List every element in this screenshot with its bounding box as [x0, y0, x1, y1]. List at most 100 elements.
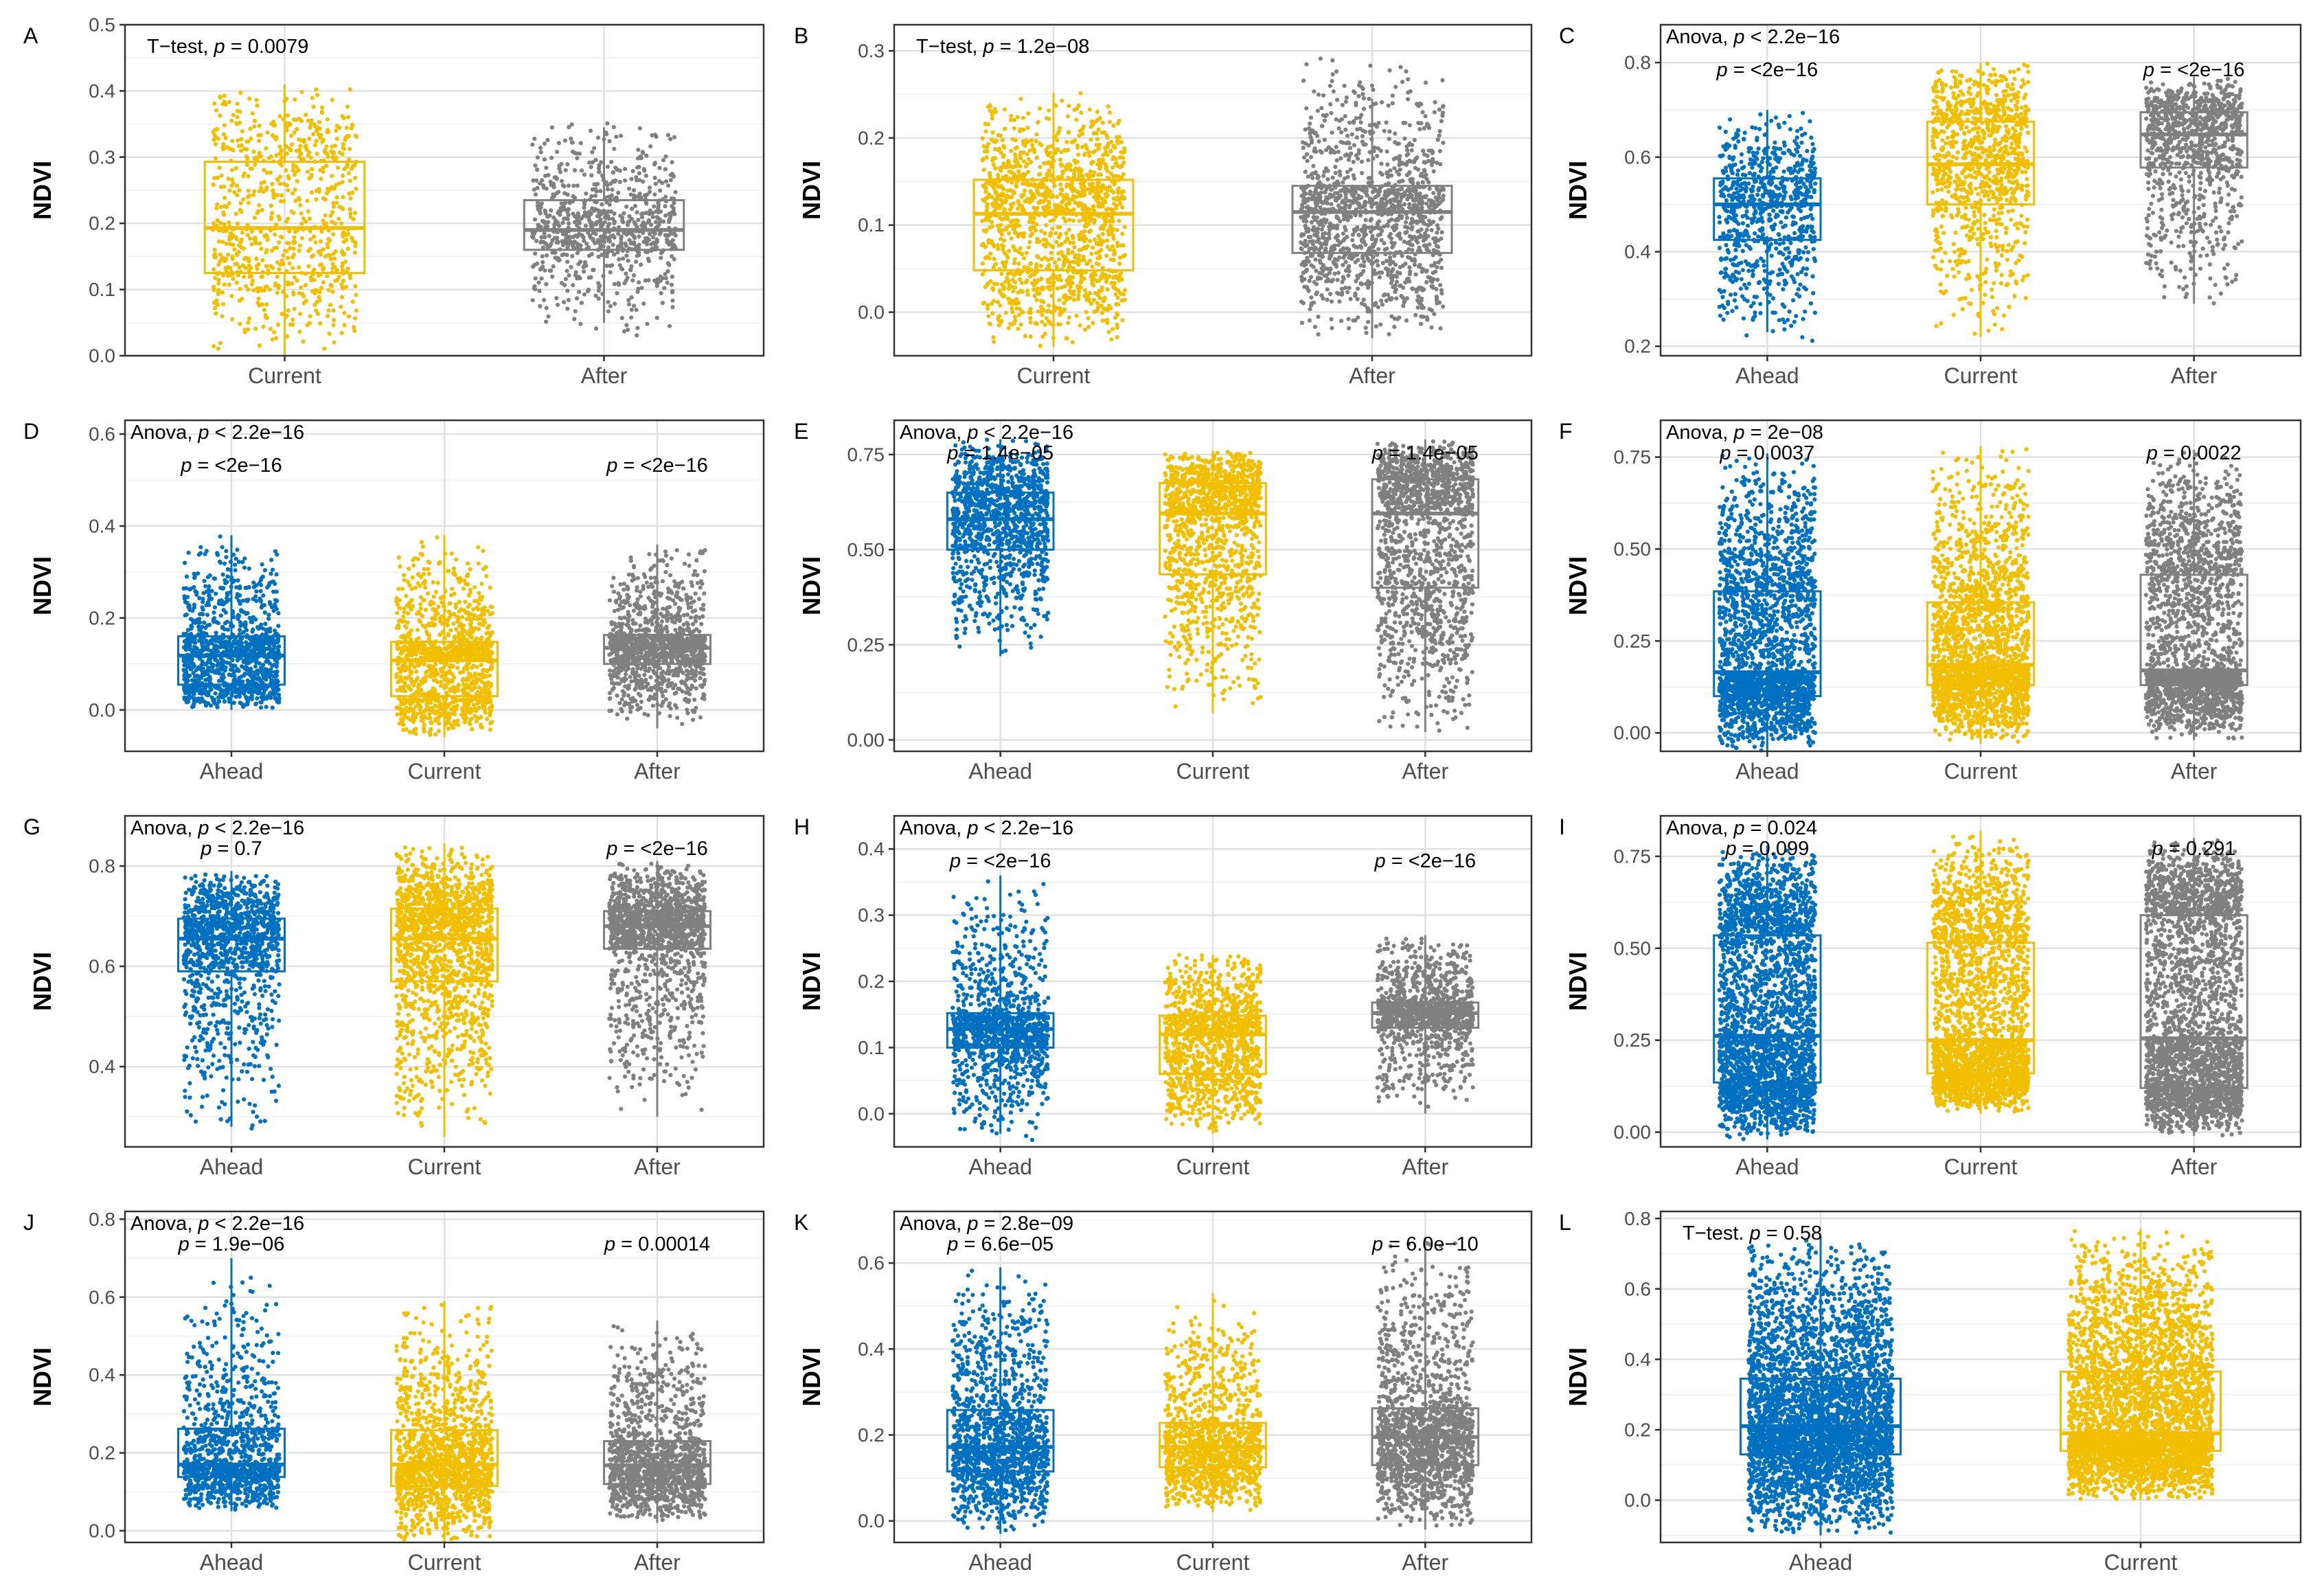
data-point: [1034, 222, 1039, 227]
data-point: [562, 252, 567, 257]
data-point: [277, 240, 282, 245]
data-point: [1306, 288, 1311, 293]
data-point: [1074, 106, 1079, 111]
data-point: [1438, 200, 1443, 205]
data-point: [664, 179, 669, 184]
data-point: [536, 202, 541, 207]
data-point: [1756, 146, 1761, 151]
data-point: [262, 288, 266, 293]
data-point: [1731, 157, 1735, 162]
data-point: [1387, 190, 1391, 195]
data-point: [1010, 205, 1014, 209]
data-point: [330, 174, 334, 179]
data-point: [1025, 161, 1029, 166]
data-point: [1386, 103, 1391, 108]
data-point: [216, 262, 221, 267]
data-point: [1012, 285, 1018, 290]
data-point: [1369, 83, 1374, 88]
data-point: [1098, 275, 1104, 280]
data-point: [1087, 107, 1092, 112]
data-point: [635, 178, 639, 183]
data-point: [1064, 163, 1069, 169]
data-point: [1027, 148, 1032, 153]
data-point: [1415, 305, 1420, 310]
data-point: [1080, 174, 1085, 179]
data-point: [287, 261, 292, 266]
data-point: [1080, 203, 1084, 208]
data-point: [1335, 223, 1340, 228]
data-point: [289, 133, 294, 138]
data-point: [341, 261, 345, 266]
data-point: [538, 146, 543, 150]
data-point: [1374, 259, 1378, 264]
data-point: [587, 233, 592, 238]
data-point: [1022, 256, 1027, 261]
data-point: [1105, 135, 1110, 140]
data-point: [993, 166, 998, 171]
data-point: [1035, 236, 1040, 241]
data-point: [1035, 291, 1040, 296]
data-point: [1810, 274, 1815, 279]
data-point: [1003, 194, 1008, 199]
data-point: [324, 191, 329, 196]
data-point: [1034, 132, 1039, 137]
data-point: [1018, 246, 1023, 251]
data-point: [1002, 207, 1007, 212]
data-point: [1744, 333, 1749, 338]
data-point: [1403, 262, 1408, 266]
data-point: [243, 266, 248, 271]
data-point: [1382, 247, 1387, 252]
data-point: [1315, 227, 1320, 231]
data-point: [1343, 153, 1347, 158]
data-point: [235, 221, 240, 226]
data-point: [238, 120, 242, 125]
data-point: [328, 257, 333, 262]
data-point: [575, 296, 580, 301]
data-point: [1078, 258, 1083, 263]
data-point: [246, 174, 251, 179]
data-point: [582, 172, 587, 177]
data-point: [1045, 174, 1049, 179]
data-point: [1028, 233, 1033, 238]
data-point: [1307, 279, 1312, 284]
data-point: [627, 214, 632, 218]
data-point: [328, 283, 333, 288]
y-tick-label: 0.4: [89, 80, 115, 102]
data-point: [1106, 141, 1111, 146]
data-point: [1419, 298, 1424, 303]
data-point: [657, 217, 662, 222]
data-point: [635, 210, 639, 215]
data-point: [551, 181, 556, 186]
data-point: [1374, 124, 1379, 129]
data-point: [1318, 240, 1323, 245]
data-point: [1425, 153, 1430, 158]
data-point: [1349, 151, 1354, 156]
data-point: [641, 167, 646, 172]
data-point: [538, 304, 543, 309]
data-point: [291, 290, 296, 295]
data-point: [1800, 167, 1805, 172]
data-point: [323, 148, 328, 152]
data-point: [1377, 270, 1382, 275]
data-point: [1047, 168, 1051, 173]
data-point: [1360, 238, 1365, 242]
data-point: [1018, 127, 1023, 132]
data-point: [1744, 185, 1749, 190]
data-point: [1758, 112, 1763, 117]
data-point: [1025, 288, 1030, 293]
data-point: [1404, 229, 1409, 235]
data-point: [1369, 216, 1374, 222]
data-point: [652, 192, 657, 197]
data-point: [1390, 278, 1395, 283]
data-point: [1021, 150, 1026, 155]
data-point: [345, 247, 350, 251]
data-point: [983, 218, 988, 223]
data-point: [291, 210, 296, 215]
data-point: [1433, 269, 1437, 274]
x-tick-label: Current: [248, 363, 321, 388]
data-point: [542, 231, 547, 236]
data-point: [1071, 297, 1076, 302]
data-point: [544, 282, 549, 286]
data-point: [292, 306, 297, 312]
data-point: [1812, 166, 1817, 171]
